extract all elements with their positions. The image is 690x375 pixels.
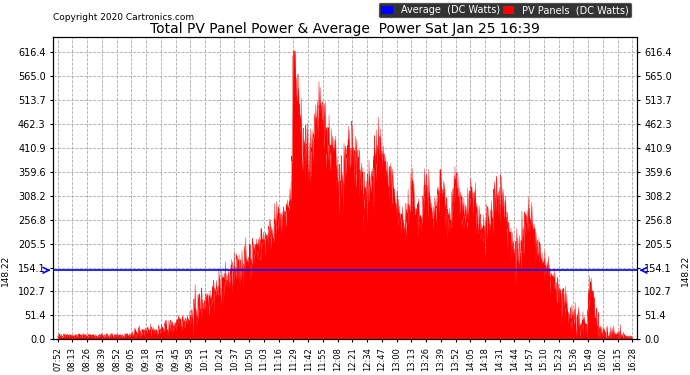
Legend: Average  (DC Watts), PV Panels  (DC Watts): Average (DC Watts), PV Panels (DC Watts) [378, 2, 632, 18]
Text: 148.22: 148.22 [680, 255, 689, 286]
Text: 148.22: 148.22 [1, 255, 10, 286]
Text: Copyright 2020 Cartronics.com: Copyright 2020 Cartronics.com [53, 13, 195, 22]
Title: Total PV Panel Power & Average  Power Sat Jan 25 16:39: Total PV Panel Power & Average Power Sat… [150, 22, 540, 36]
